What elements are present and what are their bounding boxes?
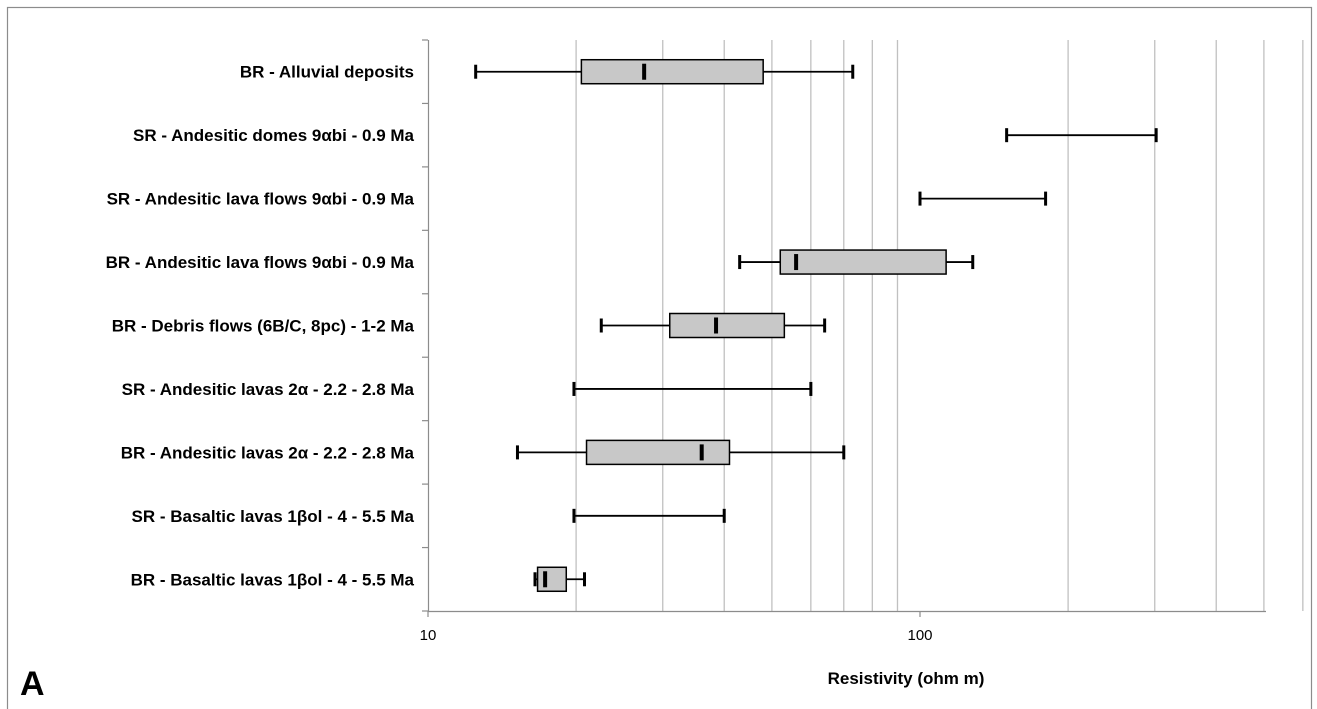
x-tick-label: 100 [907, 627, 932, 644]
category-label: BR - Andesitic lavas 2α - 2.2 - 2.8 Ma [121, 443, 415, 462]
iqr-box [779, 249, 947, 275]
category-axis-ticks [422, 39, 428, 612]
category-label: BR - Debris flows (6B/C, 8pc) - 1-2 Ma [112, 317, 415, 336]
category-label: SR - Andesitic lava flows 9αbi - 0.9 Ma [107, 190, 415, 209]
category-label: SR - Andesitic domes 9αbi - 0.9 Ma [133, 126, 414, 145]
box-plot-item [918, 191, 1048, 206]
x-axis-title: Resistivity (ohm m) [828, 669, 985, 688]
iqr-box [580, 58, 764, 85]
figure-border [6, 6, 1313, 709]
x-tick-label: 10 [420, 627, 437, 644]
box-plot-item [599, 312, 827, 339]
category-label: SR - Andesitic lavas 2α - 2.2 - 2.8 Ma [122, 380, 415, 399]
category-label: SR - Basaltic lavas 1βol - 4 - 5.5 Ma [132, 507, 415, 526]
box-plot-item [474, 58, 855, 85]
box-plot-item [533, 566, 586, 593]
iqr-box [585, 439, 731, 466]
category-label: BR - Andesitic lava flows 9αbi - 0.9 Ma [106, 253, 415, 272]
box-plot-item [738, 249, 975, 275]
category-label: BR - Basaltic lavas 1βol - 4 - 5.5 Ma [131, 570, 415, 589]
box-plot-item [1005, 128, 1158, 143]
category-labels: BR - Alluvial deposits SR - Andesitic dom… [106, 63, 415, 590]
box-plot-item [572, 508, 726, 523]
iqr-box [536, 566, 568, 593]
box-plot-item [572, 381, 813, 396]
box-plot-series [474, 58, 1158, 593]
panel-label: A [20, 665, 45, 703]
box-plot-item [515, 439, 846, 466]
x-axis-ticks: 10 100 [420, 611, 933, 644]
iqr-box [668, 312, 786, 339]
category-label: BR - Alluvial deposits [240, 63, 414, 82]
